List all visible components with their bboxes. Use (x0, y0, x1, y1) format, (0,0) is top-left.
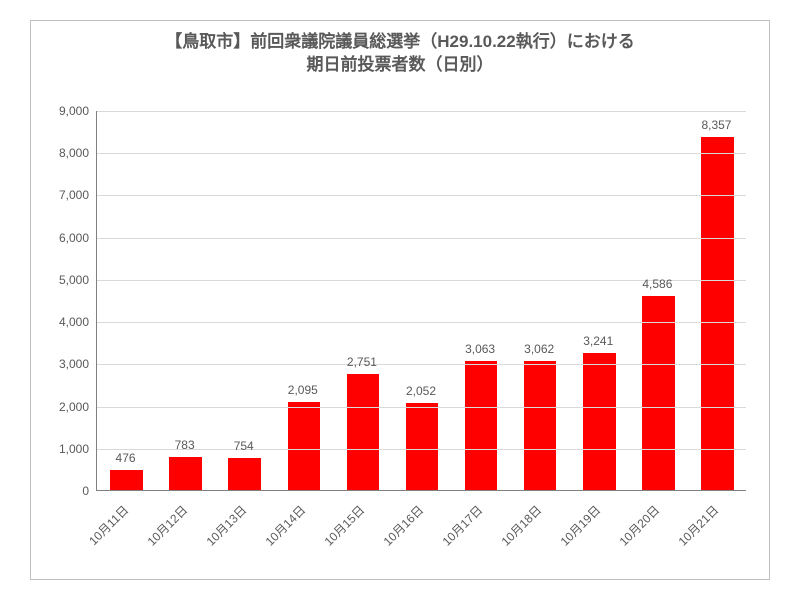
y-tick-label: 5,000 (39, 273, 89, 287)
bar (406, 403, 439, 490)
bar (110, 470, 143, 490)
bar (642, 296, 675, 490)
plot-area (96, 111, 746, 491)
bar-value-label: 4,586 (617, 277, 697, 291)
chart-title-line2: 期日前投票者数（日別） (39, 54, 761, 77)
bar-value-label: 754 (204, 439, 284, 453)
x-tick-label: 10月14日 (254, 501, 308, 555)
gridline (97, 153, 746, 154)
gridline (97, 407, 746, 408)
bar-value-label: 8,357 (676, 118, 756, 132)
x-tick-label: 10月13日 (195, 501, 249, 555)
bars-group (97, 111, 746, 490)
bar (169, 457, 202, 490)
gridline (97, 195, 746, 196)
chart-container: 【鳥取市】前回衆議院議員総選挙（H29.10.22執行）における 期日前投票者数… (30, 20, 770, 580)
chart-title-line1: 【鳥取市】前回衆議院議員総選挙（H29.10.22執行）における (39, 31, 761, 54)
bar-value-label: 2,052 (381, 384, 461, 398)
bar (347, 374, 380, 490)
gridline (97, 111, 746, 112)
x-tick-label: 10月19日 (550, 501, 604, 555)
x-tick-label: 10月17日 (432, 501, 486, 555)
bar (228, 458, 261, 490)
x-tick-label: 10月16日 (373, 501, 427, 555)
bar-value-label: 2,095 (263, 383, 343, 397)
bar (583, 353, 616, 490)
bar (465, 361, 498, 490)
bar (288, 402, 321, 490)
y-tick-label: 9,000 (39, 104, 89, 118)
y-tick-label: 2,000 (39, 400, 89, 414)
gridline (97, 364, 746, 365)
y-tick-label: 6,000 (39, 231, 89, 245)
bar-value-label: 2,751 (322, 355, 402, 369)
x-tick-label: 10月11日 (77, 501, 131, 555)
bar-value-label: 476 (86, 451, 166, 465)
y-tick-label: 7,000 (39, 188, 89, 202)
x-tick-label: 10月21日 (668, 501, 722, 555)
gridline (97, 322, 746, 323)
y-tick-label: 4,000 (39, 315, 89, 329)
bar-value-label: 3,241 (558, 334, 638, 348)
y-tick-label: 1,000 (39, 442, 89, 456)
y-tick-label: 0 (39, 484, 89, 498)
y-tick-label: 3,000 (39, 357, 89, 371)
x-tick-label: 10月12日 (136, 501, 190, 555)
chart-title: 【鳥取市】前回衆議院議員総選挙（H29.10.22執行）における 期日前投票者数… (31, 21, 769, 83)
x-tick-label: 10月15日 (313, 501, 367, 555)
bar (524, 361, 557, 490)
gridline (97, 238, 746, 239)
bar (701, 137, 734, 490)
y-tick-label: 8,000 (39, 146, 89, 160)
x-tick-label: 10月20日 (609, 501, 663, 555)
x-tick-label: 10月18日 (491, 501, 545, 555)
